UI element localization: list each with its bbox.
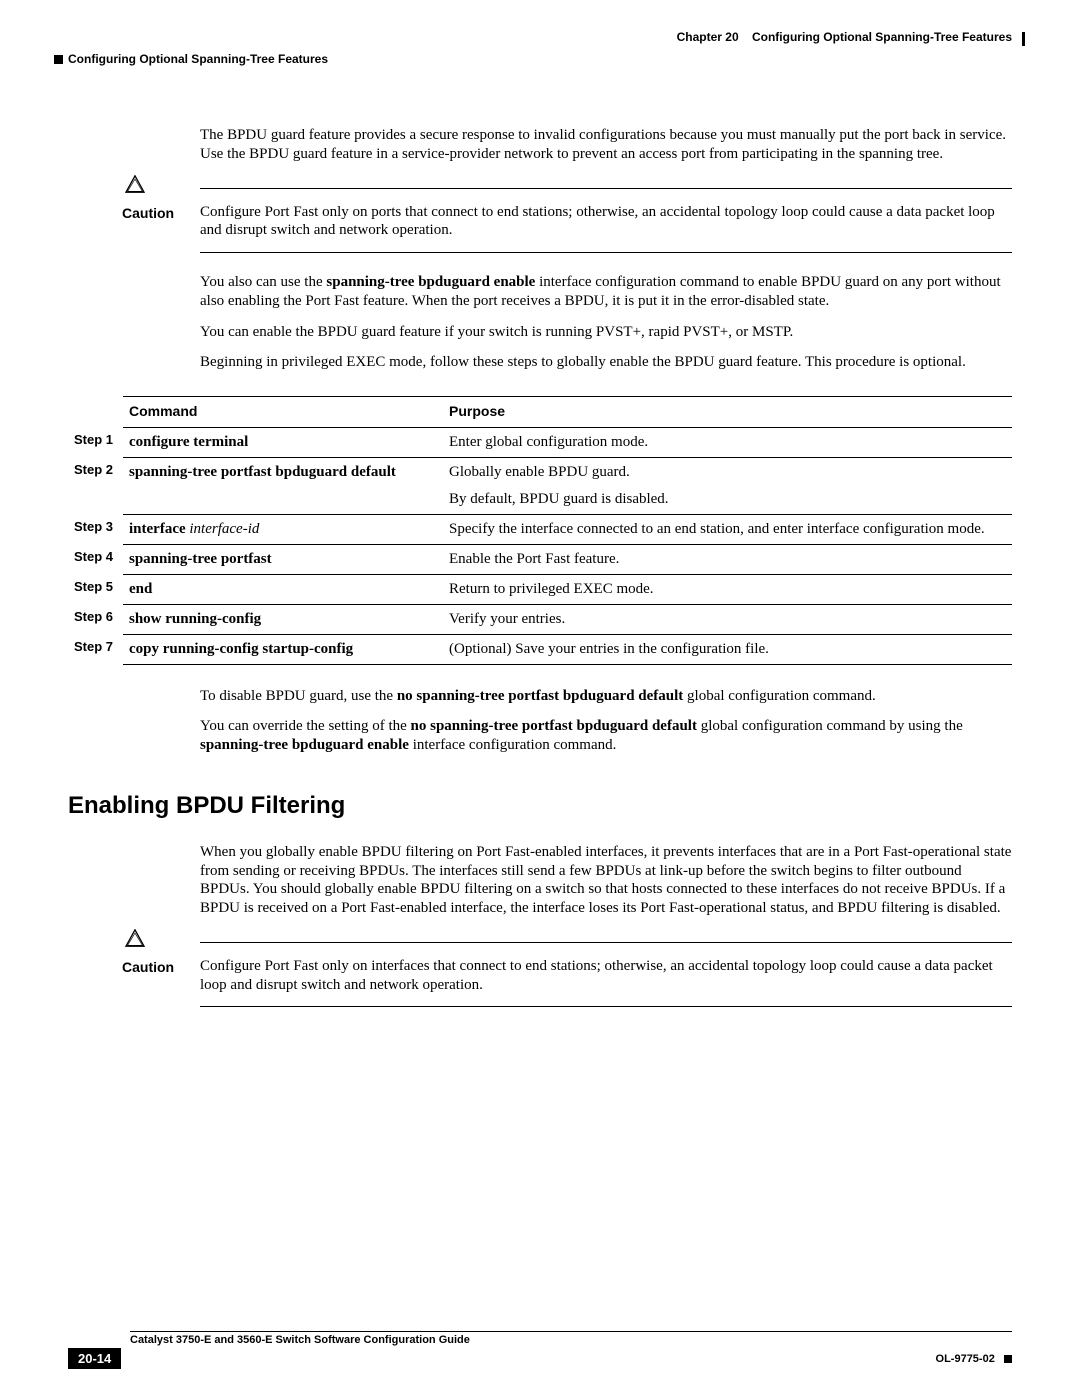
bold-command: spanning-tree bpduguard enable	[200, 737, 409, 753]
section-heading: Enabling BPDU Filtering	[68, 791, 1012, 821]
purpose-cell: Enter global configuration mode.	[443, 427, 1012, 457]
footer-rule	[130, 1331, 1012, 1332]
disable-paragraph: To disable BPDU guard, use the no spanni…	[200, 687, 1012, 706]
step-cell: Step 6	[68, 604, 123, 634]
command-cell: interface interface-id	[123, 514, 443, 544]
bold-command: spanning-tree bpduguard enable	[326, 274, 535, 290]
caution-text: Configure Port Fast only on ports that c…	[200, 204, 995, 239]
step-cell: Step 2	[68, 457, 123, 514]
command-cell: configure terminal	[123, 427, 443, 457]
header-right: Chapter 20 Configuring Optional Spanning…	[68, 30, 1012, 44]
table-row: Step 6 show running-config Verify your e…	[68, 604, 1012, 634]
text-fragment: You also can use the	[200, 274, 326, 290]
caution-block-1: Caution Configure Port Fast only on port…	[200, 188, 1012, 254]
command-cell: end	[123, 574, 443, 604]
footer-guide-title: Catalyst 3750-E and 3560-E Switch Softwa…	[130, 1334, 1012, 1346]
step-cell: Step 1	[68, 427, 123, 457]
table-row: Step 3 interface interface-id Specify th…	[68, 514, 1012, 544]
purpose-cell: Enable the Port Fast feature.	[443, 544, 1012, 574]
doc-id-text: OL-9775-02	[936, 1353, 995, 1365]
command-table-wrap: Command Purpose Step 1 configure termina…	[68, 396, 1012, 665]
running-square-icon	[54, 55, 63, 64]
caution-icon	[125, 929, 145, 947]
footer-row: 20-14 OL-9775-02	[68, 1348, 1012, 1369]
text-fragment: interface configuration command.	[409, 737, 616, 753]
footer-doc-id: OL-9775-02	[936, 1353, 1012, 1365]
bold-command: no spanning-tree portfast bpduguard defa…	[411, 718, 697, 734]
filter-intro-paragraph: When you globally enable BPDU filtering …	[200, 843, 1012, 918]
bold-command: interface	[129, 521, 189, 537]
pvst-paragraph: You can enable the BPDU guard feature if…	[200, 323, 1012, 342]
enable-cmd-paragraph: You also can use the spanning-tree bpdug…	[200, 273, 1012, 311]
running-title: Configuring Optional Spanning-Tree Featu…	[68, 52, 328, 66]
text-fragment: global configuration command.	[683, 688, 875, 704]
purpose-cell: Verify your entries.	[443, 604, 1012, 634]
step-cell: Step 5	[68, 574, 123, 604]
table-row: Step 1 configure terminal Enter global c…	[68, 427, 1012, 457]
purpose-cell: (Optional) Save your entries in the conf…	[443, 634, 1012, 664]
caution-block-2: Caution Configure Port Fast only on inte…	[200, 942, 1012, 1008]
caution-label: Caution	[122, 959, 174, 977]
text-fragment: To disable BPDU guard, use the	[200, 688, 397, 704]
purpose-cell: Globally enable BPDU guard. By default, …	[443, 457, 1012, 514]
footer-square-icon	[1004, 1355, 1012, 1363]
page-body: The BPDU guard feature provides a secure…	[200, 126, 1012, 1007]
command-cell: spanning-tree portfast	[123, 544, 443, 574]
command-cell: show running-config	[123, 604, 443, 634]
table-row: Step 2 spanning-tree portfast bpduguard …	[68, 457, 1012, 514]
step-header	[68, 397, 123, 428]
step-cell: Step 7	[68, 634, 123, 664]
table-row: Step 5 end Return to privileged EXEC mod…	[68, 574, 1012, 604]
italic-arg: interface-id	[189, 521, 259, 537]
purpose-line: Globally enable BPDU guard.	[449, 462, 1006, 483]
page-number-badge: 20-14	[68, 1348, 121, 1369]
bold-command: no spanning-tree portfast bpduguard defa…	[397, 688, 683, 704]
intro-paragraph: The BPDU guard feature provides a secure…	[200, 126, 1012, 164]
step-cell: Step 4	[68, 544, 123, 574]
command-header: Command	[123, 397, 443, 428]
purpose-header: Purpose	[443, 397, 1012, 428]
command-cell: copy running-config startup-config	[123, 634, 443, 664]
text-fragment: global configuration command by using th…	[697, 718, 963, 734]
command-cell: spanning-tree portfast bpduguard default	[123, 457, 443, 514]
caution-icon	[125, 175, 145, 193]
text-fragment: You can override the setting of the	[200, 718, 411, 734]
purpose-line: By default, BPDU guard is disabled.	[449, 489, 1006, 510]
begin-paragraph: Beginning in privileged EXEC mode, follo…	[200, 353, 1012, 372]
command-table: Command Purpose Step 1 configure termina…	[68, 396, 1012, 665]
table-row: Step 4 spanning-tree portfast Enable the…	[68, 544, 1012, 574]
table-row: Step 7 copy running-config startup-confi…	[68, 634, 1012, 664]
running-head-left: Configuring Optional Spanning-Tree Featu…	[68, 52, 1012, 66]
purpose-cell: Specify the interface connected to an en…	[443, 514, 1012, 544]
caution-label: Caution	[122, 205, 174, 223]
step-cell: Step 3	[68, 514, 123, 544]
chapter-title: Configuring Optional Spanning-Tree Featu…	[752, 30, 1012, 44]
header-rule-marker	[1022, 32, 1025, 46]
caution-text: Configure Port Fast only on interfaces t…	[200, 958, 993, 993]
page-footer: Catalyst 3750-E and 3560-E Switch Softwa…	[68, 1331, 1012, 1369]
override-paragraph: You can override the setting of the no s…	[200, 717, 1012, 755]
purpose-cell: Return to privileged EXEC mode.	[443, 574, 1012, 604]
chapter-number: Chapter 20	[677, 30, 739, 44]
